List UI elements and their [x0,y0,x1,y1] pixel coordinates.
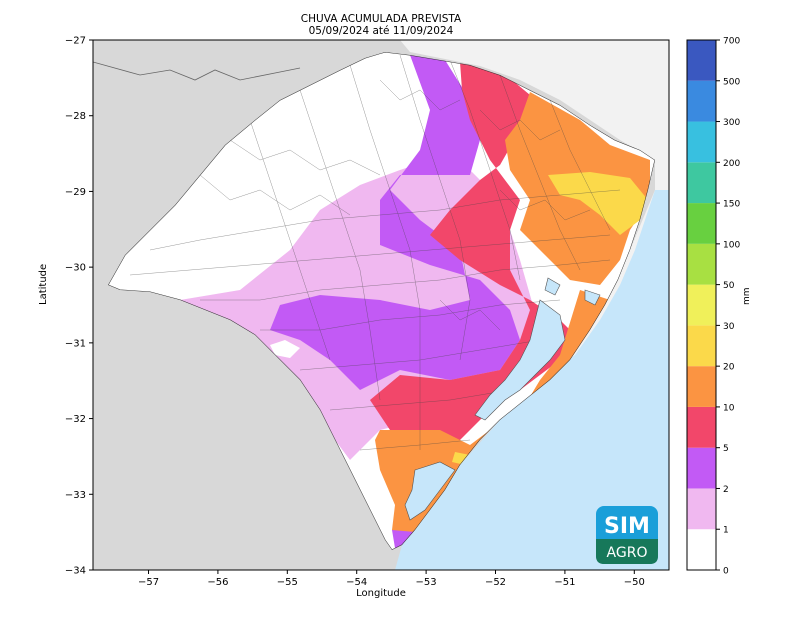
rain-zone-2-5mm [270,55,520,390]
y-tick-label: −34 [65,566,86,577]
y-tick-label: −27 [65,36,86,47]
colorbar-tick-label: 200 [723,159,740,169]
x-tick-label: −55 [277,577,298,588]
colorbar-segment [687,406,716,448]
colorbar-tick-label: 1 [723,526,729,536]
colorbar: 0 1 2 5 10 20 30 50 100 150 200 300 500 700 [686,37,740,577]
colorbar-unit-label: mm [742,287,752,305]
x-tick-label: −50 [624,577,645,588]
colorbar-segment [687,325,716,367]
dry-spot [270,340,300,358]
x-tick-label: −57 [138,577,159,588]
logo-text-sim: SIM [604,514,650,539]
colorbar-segment [687,40,716,81]
y-tick-label: −28 [65,111,86,122]
x-tick-label: −53 [416,577,437,588]
logo-text-agro: AGRO [607,545,648,561]
colorbar-tick-label: 10 [723,403,735,413]
x-axis-label: Longitude [356,588,406,599]
plot-frame [92,39,670,571]
colorbar-segment [687,121,716,163]
colorbar-frame [686,39,717,571]
x-tick-label: −51 [554,577,575,588]
colorbar-segment [687,243,716,285]
colorbar-tick-label: 5 [723,444,729,454]
map-title: CHUVA ACUMULADA PREVISTA [300,13,462,25]
y-tick-label: −32 [65,414,86,425]
colorbar-segment [687,80,716,122]
colorbar-tick-label: 100 [723,240,740,250]
argentina-region [93,40,390,300]
colorbar-tick-label: 20 [723,363,735,373]
sim-agro-logo: SIM AGRO [596,506,658,564]
map-subtitle: 05/09/2024 até 11/09/2024 [308,25,454,37]
coastal-lagoon [584,289,601,306]
colorbar-segment [687,529,716,570]
y-tick-label: −33 [65,490,86,501]
colorbar-tick-label: 300 [723,118,740,128]
colorbar-segment [687,366,716,407]
rain-zone-20-30mm [548,172,648,235]
municipal-boundaries [129,54,621,451]
colorbar-segment [687,488,716,530]
x-axis-ticks: −57 −56 −55 −54 −53 −52 −51 −50 [138,570,645,588]
lagoa-dos-patos [474,299,566,421]
y-axis-ticks: −27 −28 −29 −30 −31 −32 −33 −34 [65,36,93,577]
colorbar-segment [687,162,716,204]
colorbar-tick-label: 50 [723,281,735,291]
y-tick-label: −29 [65,187,86,198]
y-tick-label: −30 [65,263,86,274]
colorbar-tick-label: 30 [723,322,735,332]
x-tick-label: −56 [207,577,228,588]
ocean [395,190,669,570]
colorbar-segment [687,284,716,326]
rain-zone-10-20mm-coast [525,290,610,405]
y-axis-label: Latitude [38,263,49,305]
colorbar-tick-label: 700 [723,37,740,47]
x-tick-label: −54 [346,577,367,588]
lagoa-mirim [404,461,456,521]
colorbar-tick-label: 2 [723,485,729,495]
colorbar-tick-label: 0 [723,567,729,577]
country-border-north [93,61,301,81]
uruguay-region [93,285,392,570]
guaiba-lake [544,277,561,296]
y-tick-label: −31 [65,338,86,349]
colorbar-tick-label: 150 [723,200,740,210]
x-tick-label: −52 [485,577,506,588]
colorbar-tick-label: 500 [723,77,740,87]
colorbar-segment [687,447,716,489]
colorbar-segment [687,203,716,244]
